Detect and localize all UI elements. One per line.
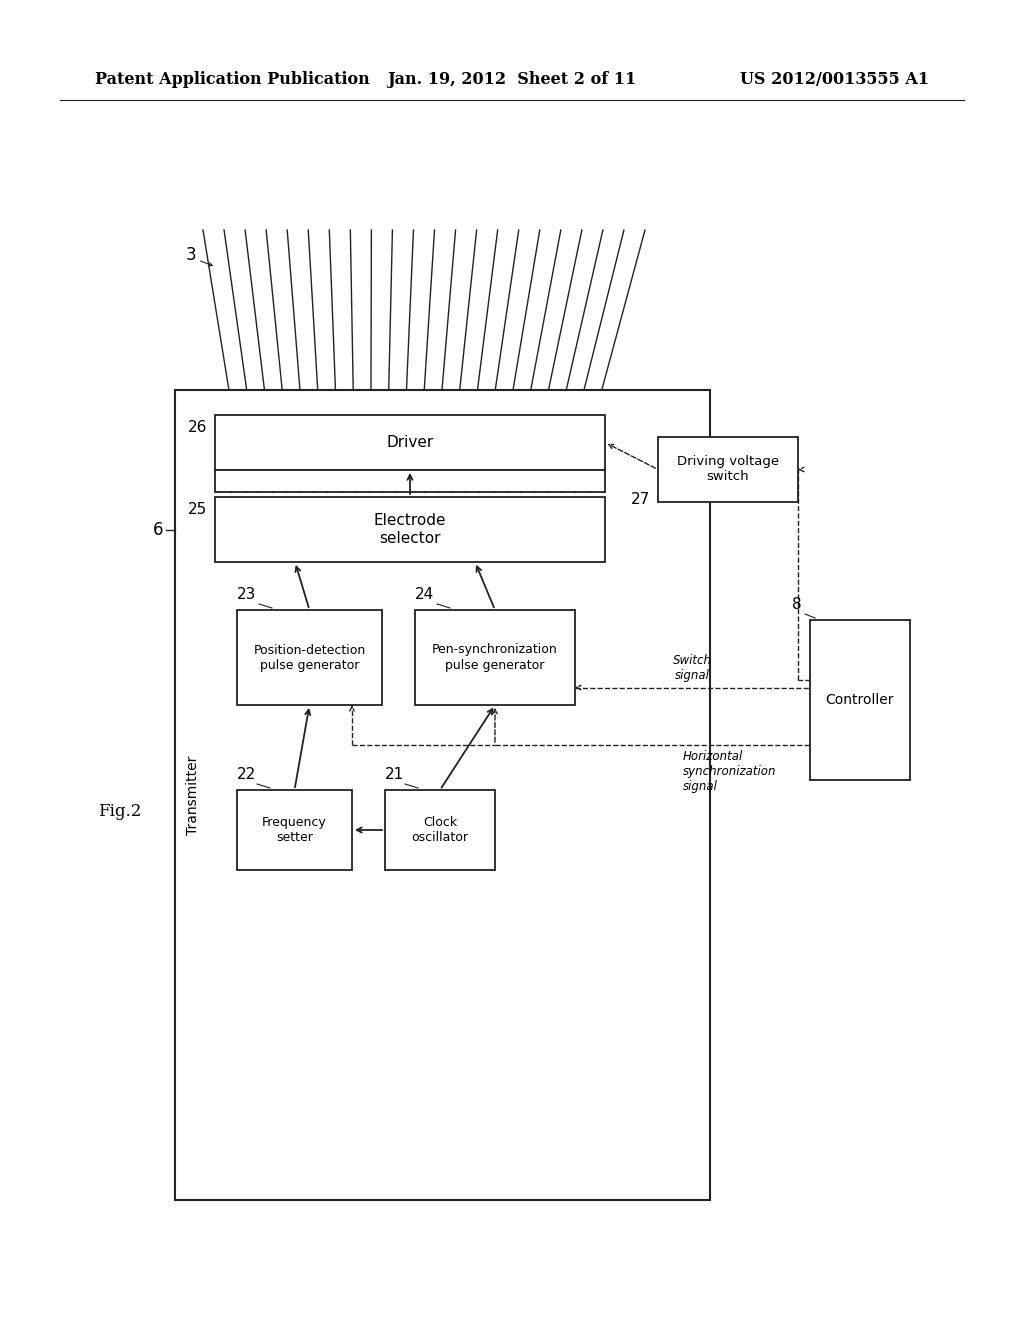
- Text: Clock
oscillator: Clock oscillator: [412, 816, 469, 843]
- Bar: [175, 389, 710, 1200]
- Text: 22: 22: [238, 767, 257, 781]
- Bar: [237, 789, 352, 870]
- Text: 6: 6: [153, 521, 163, 539]
- Bar: [385, 789, 495, 870]
- Text: Fig.2: Fig.2: [98, 803, 141, 820]
- Text: 3: 3: [185, 246, 196, 264]
- Text: Position-detection
pulse generator: Position-detection pulse generator: [253, 644, 366, 672]
- Bar: [215, 414, 605, 470]
- Text: Electrode
selector: Electrode selector: [374, 513, 446, 545]
- Bar: [215, 498, 605, 562]
- Text: Frequency
setter: Frequency setter: [262, 816, 327, 843]
- Text: Switch
signal: Switch signal: [673, 655, 712, 682]
- Text: Controller: Controller: [825, 693, 894, 708]
- Text: Pen-synchronization
pulse generator: Pen-synchronization pulse generator: [432, 644, 558, 672]
- Bar: [415, 610, 575, 705]
- Text: 27: 27: [631, 492, 650, 507]
- Text: 26: 26: [187, 420, 207, 436]
- Text: Driver: Driver: [386, 436, 433, 450]
- Text: 25: 25: [187, 502, 207, 517]
- Bar: [215, 470, 605, 492]
- Text: Patent Application Publication: Patent Application Publication: [95, 71, 370, 88]
- Text: Transmitter: Transmitter: [186, 755, 200, 834]
- Text: 23: 23: [238, 587, 257, 602]
- Text: 8: 8: [793, 597, 802, 612]
- Text: 21: 21: [385, 767, 404, 781]
- Text: Horizontal
synchronization
signal: Horizontal synchronization signal: [683, 750, 776, 793]
- Text: Driving voltage
switch: Driving voltage switch: [677, 455, 779, 483]
- Text: 24: 24: [416, 587, 434, 602]
- Text: US 2012/0013555 A1: US 2012/0013555 A1: [740, 71, 929, 88]
- Bar: [658, 437, 798, 502]
- Text: Jan. 19, 2012  Sheet 2 of 11: Jan. 19, 2012 Sheet 2 of 11: [387, 71, 637, 88]
- Bar: [810, 620, 910, 780]
- Bar: [237, 610, 382, 705]
